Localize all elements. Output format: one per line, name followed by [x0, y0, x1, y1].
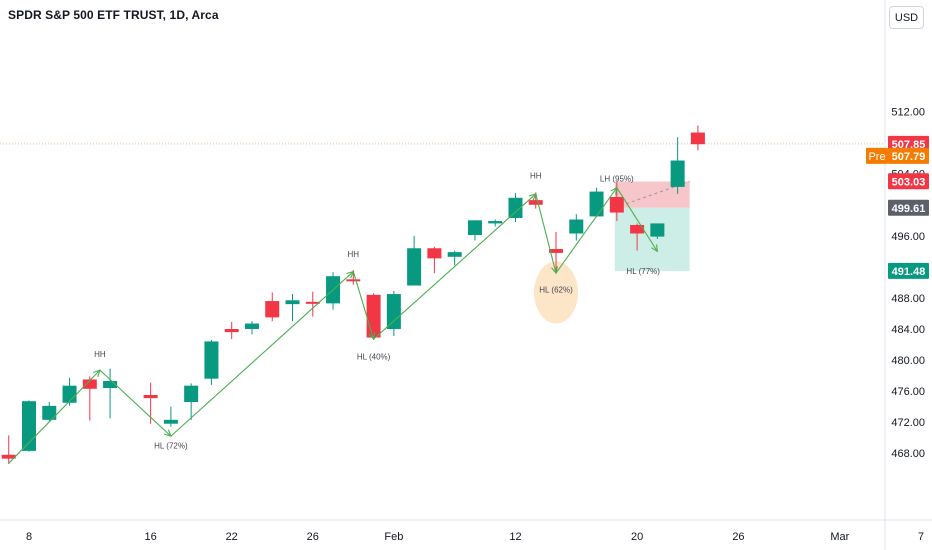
candle-body[interactable] — [569, 219, 584, 234]
chart-title: SPDR S&P 500 ETF TRUST, 1D, Arca — [8, 8, 219, 22]
candle-body[interactable] — [549, 249, 564, 253]
x-tick-label: 26 — [732, 531, 744, 543]
y-tick-label: 496.00 — [891, 231, 925, 243]
swing-label: HL (77%) — [626, 267, 660, 276]
price-tag-value: 507.85 — [892, 139, 926, 151]
candle-body[interactable] — [163, 419, 178, 424]
price-tag-value: 503.03 — [892, 176, 926, 188]
candle-body[interactable] — [184, 385, 199, 402]
candle-body[interactable] — [1, 454, 16, 459]
candle-body[interactable] — [366, 294, 381, 338]
swing-segment — [352, 271, 375, 340]
candle-body[interactable] — [143, 394, 158, 399]
price-tag-value: 491.48 — [892, 266, 926, 278]
candle-body[interactable] — [346, 279, 361, 282]
y-tick-label: 472.00 — [891, 417, 925, 429]
candle-body[interactable] — [204, 341, 219, 379]
candle-body[interactable] — [42, 405, 57, 420]
candle-body[interactable] — [82, 379, 97, 389]
swing-segment — [535, 193, 557, 274]
pre-market-label: Pre — [868, 151, 885, 163]
price-tag-bg — [888, 262, 929, 279]
swing-arrowhead — [651, 244, 659, 253]
candle-body[interactable] — [447, 252, 462, 257]
swing-label: HL (62%) — [539, 286, 573, 295]
currency-button[interactable]: USD — [889, 6, 924, 29]
x-tick-label: Mar — [830, 531, 849, 543]
candle-body[interactable] — [265, 301, 280, 318]
price-tag-bg — [888, 135, 929, 152]
x-tick-label: 26 — [307, 531, 319, 543]
x-tick-label: Feb — [384, 531, 403, 543]
swing-label: LH (95%) — [600, 174, 634, 183]
candle-body[interactable] — [427, 248, 442, 259]
x-tick-label: 12 — [509, 531, 521, 543]
x-tick-label: 16 — [144, 531, 156, 543]
swing-label: HH — [94, 350, 106, 359]
swing-label: HH — [530, 171, 542, 180]
candle-body[interactable] — [670, 160, 685, 187]
candle-body[interactable] — [386, 294, 401, 329]
swing-label: HL (40%) — [357, 352, 391, 361]
candle-body[interactable] — [305, 301, 320, 304]
price-tag-bg — [888, 173, 929, 190]
price-tag-value: 499.61 — [892, 203, 926, 215]
candle-body[interactable] — [630, 224, 645, 234]
swing-segment — [99, 369, 172, 437]
swing-label: HH — [348, 250, 360, 259]
hl-highlight-circle — [534, 261, 579, 324]
y-tick-label: 512.00 — [891, 107, 925, 119]
candle-body[interactable] — [244, 323, 259, 329]
candle-body[interactable] — [285, 300, 300, 305]
candle-body[interactable] — [467, 220, 482, 236]
candle-body[interactable] — [488, 221, 503, 224]
x-tick-label: 20 — [631, 531, 643, 543]
candle-body[interactable] — [508, 197, 523, 218]
candle-body[interactable] — [589, 191, 604, 217]
candle-body[interactable] — [62, 385, 77, 403]
price-tag-bg — [888, 147, 929, 164]
y-tick-label: 468.00 — [891, 448, 925, 460]
swing-label: HL (72%) — [154, 442, 188, 451]
swing-segment — [8, 369, 101, 464]
pre-market-label-bg — [866, 147, 888, 164]
y-tick-label: 480.00 — [891, 355, 925, 367]
candle-body[interactable] — [407, 248, 422, 286]
take-profit-zone — [614, 207, 690, 271]
swing-segment — [170, 271, 354, 437]
swing-segment — [555, 187, 618, 274]
swing-segment — [373, 193, 537, 340]
y-tick-label: 488.00 — [891, 293, 925, 305]
x-tick-label: 7 — [918, 531, 924, 543]
y-tick-label: 476.00 — [891, 386, 925, 398]
swing-segment — [616, 187, 658, 252]
x-tick-label: 22 — [226, 531, 238, 543]
candle-body[interactable] — [528, 200, 543, 205]
candle-body[interactable] — [609, 197, 624, 213]
candle-body[interactable] — [650, 223, 665, 237]
candle-body[interactable] — [224, 329, 239, 333]
candle-body[interactable] — [103, 381, 118, 389]
x-tick-label: 8 — [26, 531, 32, 543]
candle-body[interactable] — [690, 132, 705, 145]
price-tag-value: 507.79 — [892, 151, 926, 163]
candle-body[interactable] — [22, 401, 36, 451]
y-tick-label: 484.00 — [891, 324, 925, 336]
price-tag-bg — [888, 199, 929, 216]
